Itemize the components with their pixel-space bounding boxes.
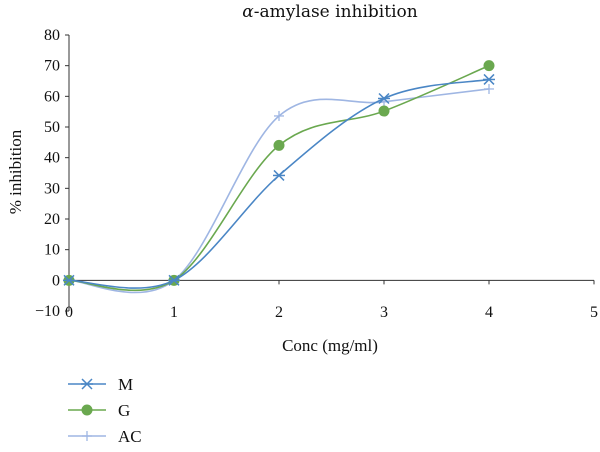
y-tick-label: 80 — [44, 27, 60, 44]
chart-title: α-amylase inhibition — [242, 2, 417, 22]
y-ticks: −10 0 10 20 30 40 50 60 70 80 — [35, 27, 69, 320]
y-tick-label: 10 — [44, 242, 60, 259]
y-tick-label: 0 — [52, 272, 60, 289]
legend-marker — [82, 431, 92, 441]
chart-title-rest: -amylase inhibition — [254, 2, 418, 22]
series-m — [63, 73, 495, 289]
marker-circle — [273, 139, 285, 151]
data-point — [168, 274, 180, 286]
data-point — [273, 139, 285, 151]
y-tick-label: 60 — [44, 88, 60, 105]
marker-circle — [483, 60, 495, 72]
chart-title-greek: α — [242, 2, 254, 22]
y-tick-label: −10 — [35, 303, 60, 320]
data-point — [63, 274, 75, 286]
data-point — [274, 110, 284, 121]
axes — [68, 35, 594, 311]
series-ac — [64, 83, 494, 294]
data-point — [378, 105, 390, 117]
series-line — [68, 64, 490, 292]
legend-label: AC — [118, 427, 142, 446]
data-point — [273, 169, 285, 181]
x-ticks: 0 1 2 3 4 5 — [65, 280, 598, 321]
x-tick-label: 2 — [275, 304, 283, 321]
marker-circle — [81, 404, 93, 416]
legend-item-ac: AC — [68, 427, 142, 446]
data-point — [483, 73, 495, 85]
legend-item-g: G — [68, 401, 130, 420]
x-tick-label: 3 — [380, 304, 388, 321]
series-line — [68, 78, 490, 289]
legend: MG AC — [68, 375, 142, 446]
x-tick-label: 5 — [590, 304, 598, 321]
data-point — [483, 60, 495, 72]
x-axis-label: Conc (mg/ml) — [282, 336, 378, 355]
series-layer — [63, 60, 495, 294]
legend-marker — [81, 378, 93, 390]
y-axis-label: % inhibition — [6, 129, 25, 214]
data-point — [378, 92, 390, 105]
y-tick-label: 40 — [44, 150, 60, 167]
legend-item-m: M — [68, 375, 133, 394]
x-tick-label: 1 — [170, 304, 178, 321]
y-tick-label: 50 — [44, 119, 60, 136]
marker-circle — [378, 105, 390, 117]
y-tick-label: 70 — [44, 58, 60, 75]
legend-label: G — [118, 401, 130, 420]
x-tick-label: 0 — [65, 304, 73, 321]
series-line — [68, 88, 490, 294]
legend-label: M — [118, 375, 133, 394]
data-point — [484, 83, 494, 94]
x-tick-label: 4 — [485, 304, 493, 321]
legend-marker — [81, 404, 93, 416]
y-tick-label: 30 — [44, 180, 60, 197]
y-tick-label: 20 — [44, 211, 60, 228]
